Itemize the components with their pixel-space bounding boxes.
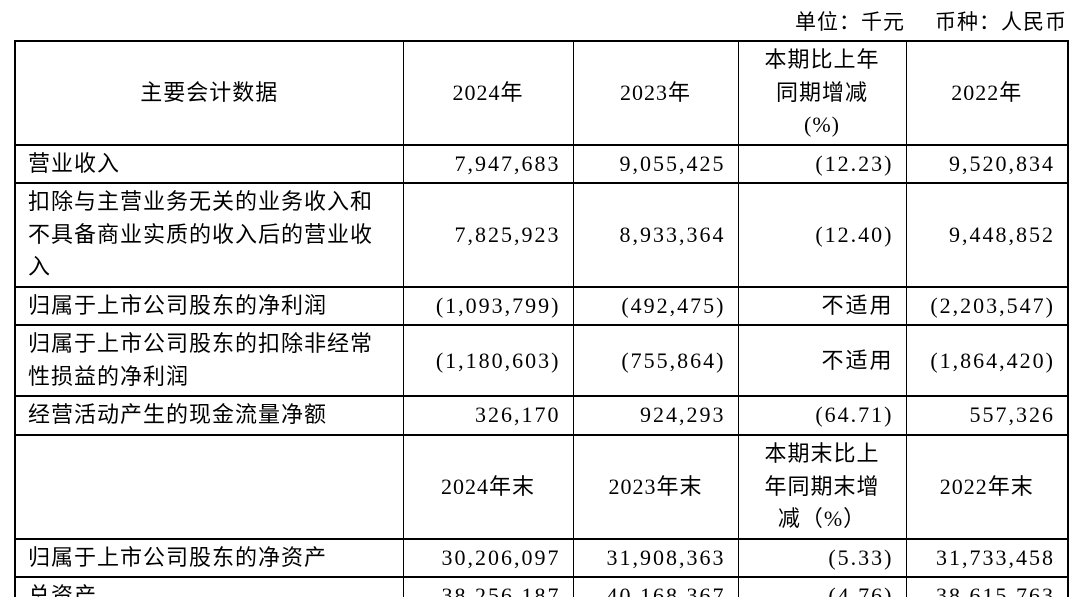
header-2024: 2024年 [402,40,574,146]
value-2024: (1,093,799) [402,285,574,327]
value-2024: 30,206,097 [402,537,574,579]
header-main-data: 主要会计数据 [14,40,404,146]
row-label: 总资产 [14,576,404,597]
value-change: (12.40) [737,182,907,288]
header-2022-end: 2022年末 [905,434,1069,540]
table-row-net-assets: 归属于上市公司股东的净资产 30,206,097 31,908,363 (5.3… [14,537,1069,579]
value-2022: 557,326 [905,395,1069,437]
table-row-total-assets: 总资产 38,256,187 40,168,367 (4.76) 38,615,… [14,576,1069,597]
row-label: 归属于上市公司股东的扣除非经常性损益的净利润 [14,324,404,398]
value-2024: 38,256,187 [402,576,574,597]
header-period-end-change-pct: 本期末比上 年同期末增 减（%） [737,434,907,540]
value-2023: 9,055,425 [572,143,739,185]
value-change: 不适用 [737,285,907,327]
value-change: (12.23) [737,143,907,185]
value-2023: 924,293 [572,395,739,437]
table-header-row-1: 主要会计数据 2024年 2023年 本期比上年 同期增减 (%) 2022年 [14,40,1069,146]
value-2024: 326,170 [402,395,574,437]
unit-label: 单位：千元 [795,10,905,34]
key-accounting-data-table: 主要会计数据 2024年 2023年 本期比上年 同期增减 (%) 2022年 … [14,40,1069,597]
currency-label: 币种：人民币 [935,10,1067,34]
value-change: 不适用 [737,324,907,398]
value-2023: 31,908,363 [572,537,739,579]
table-row-net-profit: 归属于上市公司股东的净利润 (1,093,799) (492,475) 不适用 … [14,285,1069,327]
table-row-net-profit-excl-nonrecurring: 归属于上市公司股东的扣除非经常性损益的净利润 (1,180,603) (755,… [14,324,1069,398]
row-label: 归属于上市公司股东的净资产 [14,537,404,579]
value-change: (64.71) [737,395,907,437]
value-2023: (755,864) [572,324,739,398]
row-label: 扣除与主营业务无关的业务收入和不具备商业实质的收入后的营业收入 [14,182,404,288]
row-label: 营业收入 [14,143,404,185]
value-2022: 9,520,834 [905,143,1069,185]
header-2022: 2022年 [905,40,1069,146]
header-2023-end: 2023年末 [572,434,739,540]
row-label: 经营活动产生的现金流量净额 [14,395,404,437]
value-2022: 9,448,852 [905,182,1069,288]
header-blank [14,434,404,540]
row-label: 归属于上市公司股东的净利润 [14,285,404,327]
header-2024-end: 2024年末 [402,434,574,540]
table-row-operating-cash-flow: 经营活动产生的现金流量净额 326,170 924,293 (64.71) 55… [14,395,1069,437]
value-change: (5.33) [737,537,907,579]
table-row-operating-revenue: 营业收入 7,947,683 9,055,425 (12.23) 9,520,8… [14,143,1069,185]
unit-currency-line: 单位：千元 币种：人民币 [795,6,1067,36]
value-2022: (1,864,420) [905,324,1069,398]
value-2022: 38,615,763 [905,576,1069,597]
value-2023: 40,168,367 [572,576,739,597]
value-2023: 8,933,364 [572,182,739,288]
value-2022: (2,203,547) [905,285,1069,327]
header-change-pct: 本期比上年 同期增减 (%) [737,40,907,146]
value-2024: 7,947,683 [402,143,574,185]
value-change: (4.76) [737,576,907,597]
value-2024: 7,825,923 [402,182,574,288]
value-2023: (492,475) [572,285,739,327]
value-2024: (1,180,603) [402,324,574,398]
table-header-row-2: 2024年末 2023年末 本期末比上 年同期末增 减（%） 2022年末 [14,434,1069,540]
header-2023: 2023年 [572,40,739,146]
value-2022: 31,733,458 [905,537,1069,579]
table-row-revenue-after-deduction: 扣除与主营业务无关的业务收入和不具备商业实质的收入后的营业收入 7,825,92… [14,182,1069,288]
